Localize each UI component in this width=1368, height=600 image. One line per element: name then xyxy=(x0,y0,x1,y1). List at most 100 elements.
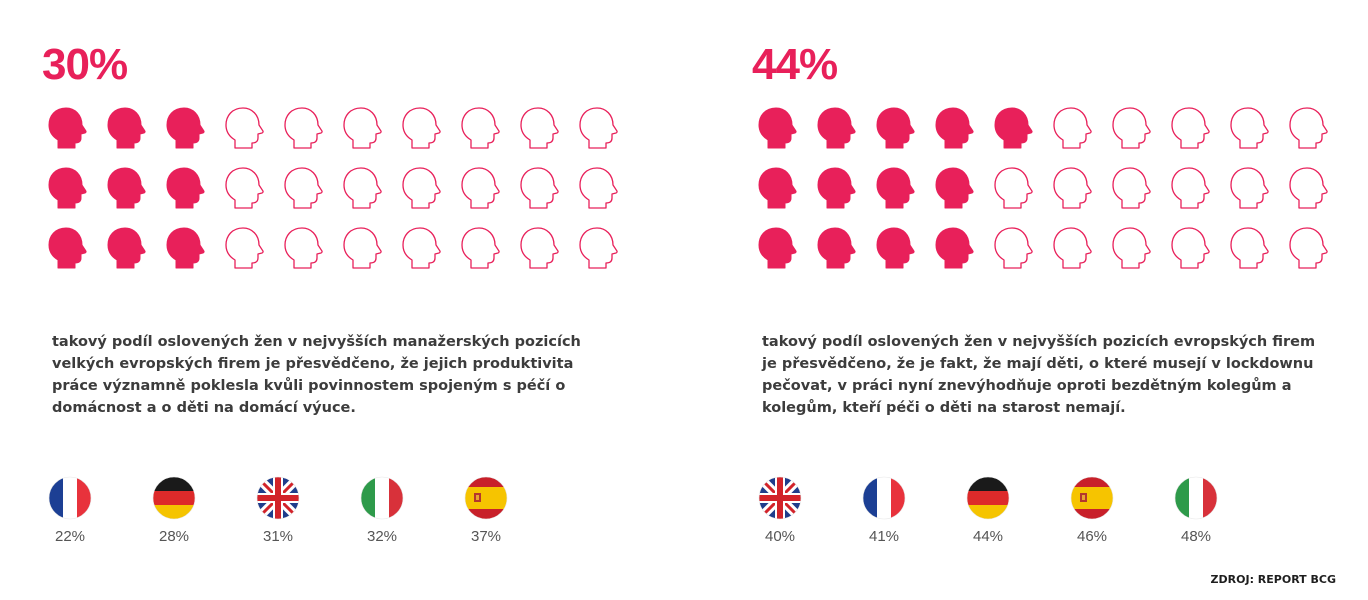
head-icon-outline xyxy=(1053,107,1092,149)
head-icon-outline xyxy=(343,167,382,209)
country-item: 46% xyxy=(1068,474,1172,545)
country-value-label: 22% xyxy=(54,528,86,545)
description: takový podíl oslovených žen v nejvyšších… xyxy=(762,334,1316,416)
head-icon-outline xyxy=(1230,227,1269,269)
spain-flag xyxy=(464,476,508,520)
country-value-label: 44% xyxy=(972,528,1004,545)
head-icon-outline xyxy=(225,107,264,149)
head-icon-outline xyxy=(402,107,441,149)
head-icon-outline xyxy=(225,227,264,269)
head-icon-outline xyxy=(1289,227,1328,269)
country-value-label: 28% xyxy=(158,528,190,545)
country-item: 28% xyxy=(150,474,254,545)
head-icon-outline xyxy=(579,167,618,209)
head-icon-outline xyxy=(520,167,559,209)
description: takový podíl oslovených žen v nejvyšších… xyxy=(52,334,581,416)
head-icon-filled xyxy=(758,227,797,269)
head-icon-outline xyxy=(994,167,1033,209)
head-icon-filled xyxy=(107,107,146,149)
country-breakdown: 40% 41% 44% 46% 48% xyxy=(756,474,1276,545)
head-icon-filled xyxy=(876,107,915,149)
italy-flag xyxy=(1174,476,1218,520)
country-item: 48% xyxy=(1172,474,1276,545)
head-icon-outline xyxy=(1289,167,1328,209)
country-item: 44% xyxy=(964,474,1068,545)
head-icon-outline xyxy=(1112,227,1151,269)
head-icon-filled xyxy=(166,227,205,269)
head-icon-outline xyxy=(284,107,323,149)
country-item: 37% xyxy=(462,474,566,545)
country-value-label: 37% xyxy=(470,528,502,545)
country-value-label: 32% xyxy=(366,528,398,545)
head-icon-filled xyxy=(935,167,974,209)
head-icon-filled xyxy=(758,167,797,209)
head-icon-outline xyxy=(520,107,559,149)
uk-flag xyxy=(256,476,300,520)
country-value-label: 41% xyxy=(868,528,900,545)
germany-flag xyxy=(152,476,196,520)
head-icon-outline xyxy=(1053,167,1092,209)
head-icon-filled xyxy=(876,227,915,269)
headline-percentage: 30% xyxy=(42,40,128,89)
country-item: 40% xyxy=(756,474,860,545)
head-icon-filled xyxy=(48,167,87,209)
country-breakdown: 22% 28% 31% 32% 37% xyxy=(46,474,566,545)
head-icon-outline xyxy=(461,227,500,269)
country-value-label: 46% xyxy=(1076,528,1108,545)
head-pictograph xyxy=(754,104,1344,284)
country-item: 32% xyxy=(358,474,462,545)
head-icon-filled xyxy=(107,167,146,209)
head-icon-outline xyxy=(402,227,441,269)
head-icon-filled xyxy=(994,107,1033,149)
head-pictograph xyxy=(44,104,634,284)
head-icon-outline xyxy=(1053,227,1092,269)
head-icon-outline xyxy=(225,167,264,209)
country-value-label: 48% xyxy=(1180,528,1212,545)
head-icon-outline xyxy=(284,227,323,269)
head-icon-outline xyxy=(579,227,618,269)
head-icon-filled xyxy=(166,107,205,149)
head-icon-outline xyxy=(1112,107,1151,149)
head-icon-outline xyxy=(520,227,559,269)
country-item: 31% xyxy=(254,474,358,545)
france-flag xyxy=(862,476,906,520)
country-item: 22% xyxy=(46,474,150,545)
head-icon-outline xyxy=(1171,167,1210,209)
spain-flag xyxy=(1070,476,1114,520)
country-value-label: 31% xyxy=(262,528,294,545)
head-icon-filled xyxy=(935,227,974,269)
head-icon-filled xyxy=(817,227,856,269)
head-icon-outline xyxy=(1171,107,1210,149)
head-icon-outline xyxy=(343,227,382,269)
head-icon-outline xyxy=(284,167,323,209)
head-icon-outline xyxy=(343,107,382,149)
uk-flag xyxy=(758,476,802,520)
head-icon-filled xyxy=(817,107,856,149)
head-icon-filled xyxy=(876,167,915,209)
country-item: 41% xyxy=(860,474,964,545)
right-panel: 44% takový podíl oslovených žen v nejvyš… xyxy=(710,0,1350,600)
source-note: ZDROJ: REPORT BCG xyxy=(1210,573,1336,586)
head-icon-outline xyxy=(402,167,441,209)
head-icon-outline xyxy=(461,107,500,149)
head-icon-outline xyxy=(994,227,1033,269)
head-icon-outline xyxy=(1112,167,1151,209)
head-icon-outline xyxy=(579,107,618,149)
head-icon-outline xyxy=(461,167,500,209)
italy-flag xyxy=(360,476,404,520)
headline-percentage: 44% xyxy=(752,40,838,89)
head-icon-filled xyxy=(758,107,797,149)
head-icon-filled xyxy=(166,167,205,209)
country-value-label: 40% xyxy=(764,528,796,545)
left-panel: 30% takový podíl oslovených žen v nejvyš… xyxy=(0,0,640,600)
head-icon-filled xyxy=(935,107,974,149)
head-icon-outline xyxy=(1230,107,1269,149)
france-flag xyxy=(48,476,92,520)
head-icon-filled xyxy=(48,107,87,149)
head-icon-filled xyxy=(48,227,87,269)
germany-flag xyxy=(966,476,1010,520)
head-icon-filled xyxy=(107,227,146,269)
head-icon-outline xyxy=(1289,107,1328,149)
head-icon-filled xyxy=(817,167,856,209)
head-icon-outline xyxy=(1171,227,1210,269)
